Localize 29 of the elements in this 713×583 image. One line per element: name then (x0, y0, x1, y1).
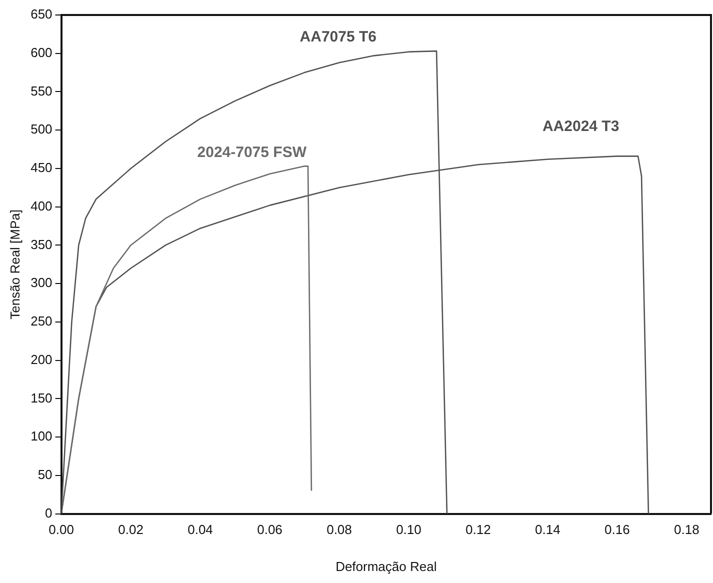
y-tick-label: 400 (30, 198, 52, 214)
y-tick-label: 550 (30, 83, 52, 98)
y-tick-label: 500 (30, 122, 52, 137)
x-tick-label: 0.12 (466, 522, 491, 538)
x-tick-label: 0.04 (188, 522, 213, 538)
x-tick-label: 0.10 (396, 522, 422, 538)
x-tick-label: 0.00 (48, 522, 74, 538)
y-tick-label: 450 (30, 160, 52, 176)
y-tick-label: 200 (30, 352, 52, 367)
y-tick-label: 50 (38, 467, 52, 482)
y-tick-label: 300 (30, 275, 52, 290)
y-tick-label: 350 (30, 236, 52, 252)
y-tick-label: 0 (45, 505, 52, 520)
x-tick-label: 0.02 (118, 522, 144, 538)
y-tick-label: 100 (30, 428, 52, 444)
x-axis-title: Deformação Real (336, 558, 437, 574)
x-tick-label: 0.18 (674, 522, 700, 538)
x-tick-label: 0.16 (604, 522, 630, 538)
y-tick-label: 650 (30, 6, 52, 22)
y-tick-label: 250 (30, 314, 52, 329)
series-label: AA7075 T6 (300, 28, 377, 46)
x-tick-label: 0.06 (257, 522, 282, 538)
y-tick-label: 150 (30, 390, 52, 406)
y-tick-label: 600 (30, 44, 52, 60)
series-label: 2024-7075 FSW (197, 144, 308, 161)
x-tick-label: 0.08 (326, 522, 352, 538)
series-label: AA2024 T3 (542, 118, 620, 135)
x-tick-label: 0.14 (535, 522, 560, 538)
y-axis-title: Tensão Real [MPa] (7, 209, 22, 320)
